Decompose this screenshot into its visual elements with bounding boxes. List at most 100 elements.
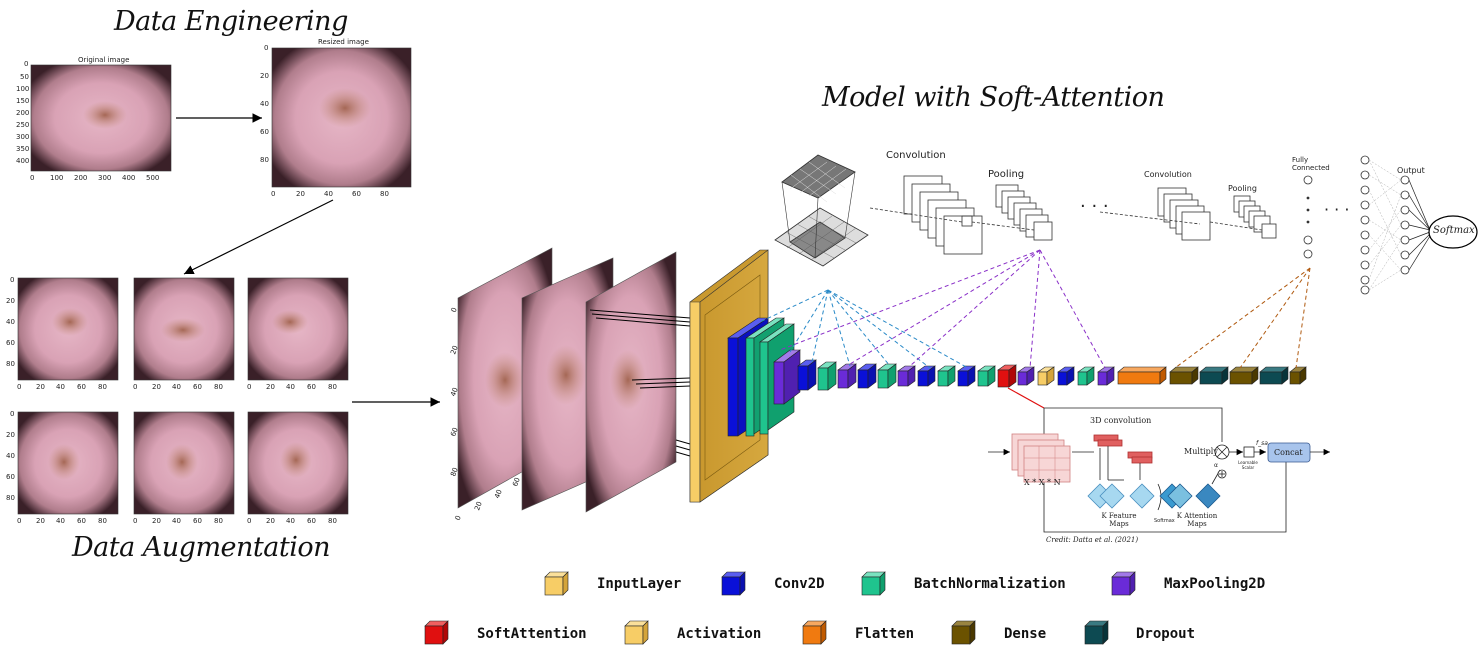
legend-cube-softattention [424, 620, 449, 645]
label-multiply: Multiply [1184, 447, 1218, 456]
ytick: 40 [260, 100, 269, 108]
ytick: 80 [6, 494, 15, 502]
xtick: 40 [56, 517, 65, 525]
ytick: 60 [6, 473, 15, 481]
legend-label-inputlayer: InputLayer [597, 576, 682, 592]
xtick: 40 [286, 383, 295, 391]
xtick: 0 [133, 517, 138, 525]
title-model: Model with Soft-Attention [822, 82, 1165, 113]
xtick: 0 [247, 383, 252, 391]
ytick: 60 [6, 339, 15, 347]
legend-label-batchnorm: BatchNormalization [914, 576, 1066, 592]
label-convolution: Convolution [886, 150, 946, 161]
soft-attention-module [988, 407, 1330, 533]
ytick: 350 [16, 145, 30, 153]
xtick: 80 [98, 517, 107, 525]
xtick: 400 [122, 174, 136, 182]
legend-label-conv2d: Conv2D [774, 576, 825, 592]
xtick: 20 [296, 190, 305, 198]
title-data-engineering: Data Engineering [114, 6, 348, 37]
title-data-augmentation: Data Augmentation [72, 532, 331, 563]
legend-cube-maxpool [1111, 571, 1136, 596]
label-ellipsis-2: · · · [1324, 200, 1350, 219]
legend-label-dropout: Dropout [1136, 626, 1196, 642]
label-alpha: α [1214, 462, 1218, 469]
ytick: 0 [24, 60, 29, 68]
xtick: 20 [36, 383, 45, 391]
xtick: 20 [36, 517, 45, 525]
xtick: 20 [152, 383, 161, 391]
legend-cube-activation [624, 620, 649, 645]
xtick: 200 [74, 174, 88, 182]
label-3d-convolution: 3D convolution [1090, 416, 1152, 425]
legend-label-flatten: Flatten [855, 626, 915, 642]
xtick: 60 [193, 517, 202, 525]
xtick: 60 [77, 383, 86, 391]
xtick: 0 [271, 190, 276, 198]
xtick: 0 [247, 517, 252, 525]
xtick: 0 [30, 174, 35, 182]
xtick: 60 [307, 517, 316, 525]
label-ellipsis: · · · [1080, 196, 1109, 217]
label-convolution-2: Convolution [1144, 170, 1192, 179]
ytick: 0 [10, 276, 15, 284]
legend-cube-batchnorm [861, 571, 886, 596]
legend-label-maxpool: MaxPooling2D [1164, 576, 1266, 592]
xtick: 0 [17, 383, 22, 391]
xtick: 40 [56, 383, 65, 391]
label-k-feature-maps: K Feature Maps [1101, 512, 1137, 528]
label-xxn: X * X * N [1024, 478, 1061, 487]
ytick: 20 [260, 72, 269, 80]
legend-label-dense: Dense [1004, 626, 1047, 642]
xtick: 300 [98, 174, 112, 182]
ytick: 60 [260, 128, 269, 136]
augmentation-grid [17, 277, 349, 515]
xtick: 500 [146, 174, 160, 182]
label-pooling: Pooling [988, 169, 1025, 180]
label-softmax: Softmax [1433, 225, 1475, 236]
ytick: 20 [6, 297, 15, 305]
ytick: 0 [10, 410, 15, 418]
ytick: 80 [260, 156, 269, 164]
ytick: 40 [6, 318, 15, 326]
legend-cube-flatten [802, 620, 827, 645]
concat-box: Concat [1274, 448, 1303, 457]
xtick: 20 [152, 517, 161, 525]
cnn-schematic [774, 154, 1478, 295]
attention-connector [1007, 387, 1045, 409]
legend-cube-dense [951, 620, 976, 645]
xtick: 0 [17, 517, 22, 525]
label-learnable-scalar: Learnable Scalar [1238, 460, 1258, 470]
xtick: 80 [98, 383, 107, 391]
resized-image-title: Resized image [318, 38, 369, 46]
xtick: 0 [133, 383, 138, 391]
resized-image-panel [271, 47, 412, 188]
label-k-attention-maps: K Attention Maps [1176, 512, 1218, 528]
xtick: 80 [328, 517, 337, 525]
xtick: 80 [328, 383, 337, 391]
ytick: 100 [16, 85, 30, 93]
xtick: 20 [266, 517, 275, 525]
legend-cube-conv2d [721, 571, 746, 596]
input-image-stack [457, 247, 691, 513]
mapping-lines [759, 249, 1311, 369]
label-pooling-2: Pooling [1228, 184, 1257, 193]
original-image-title: Original image [78, 56, 130, 64]
ytick: 400 [16, 157, 30, 165]
ytick: 200 [16, 109, 30, 117]
ytick: 50 [20, 73, 29, 81]
xtick: 40 [172, 517, 181, 525]
xtick: 60 [77, 517, 86, 525]
ytick: 300 [16, 133, 30, 141]
arrow-to-augmentation [183, 199, 334, 275]
ytick: 40 [6, 452, 15, 460]
ytick: 150 [16, 97, 30, 105]
legend-label-softattention: SoftAttention [477, 626, 587, 642]
label-output: Output [1397, 166, 1425, 175]
legend-cube-dropout [1084, 620, 1109, 645]
xtick: 60 [307, 383, 316, 391]
xtick: 60 [193, 383, 202, 391]
ytick: 250 [16, 121, 30, 129]
ytick: 0 [264, 44, 269, 52]
label-softmax-attn: Softmax [1154, 518, 1175, 524]
